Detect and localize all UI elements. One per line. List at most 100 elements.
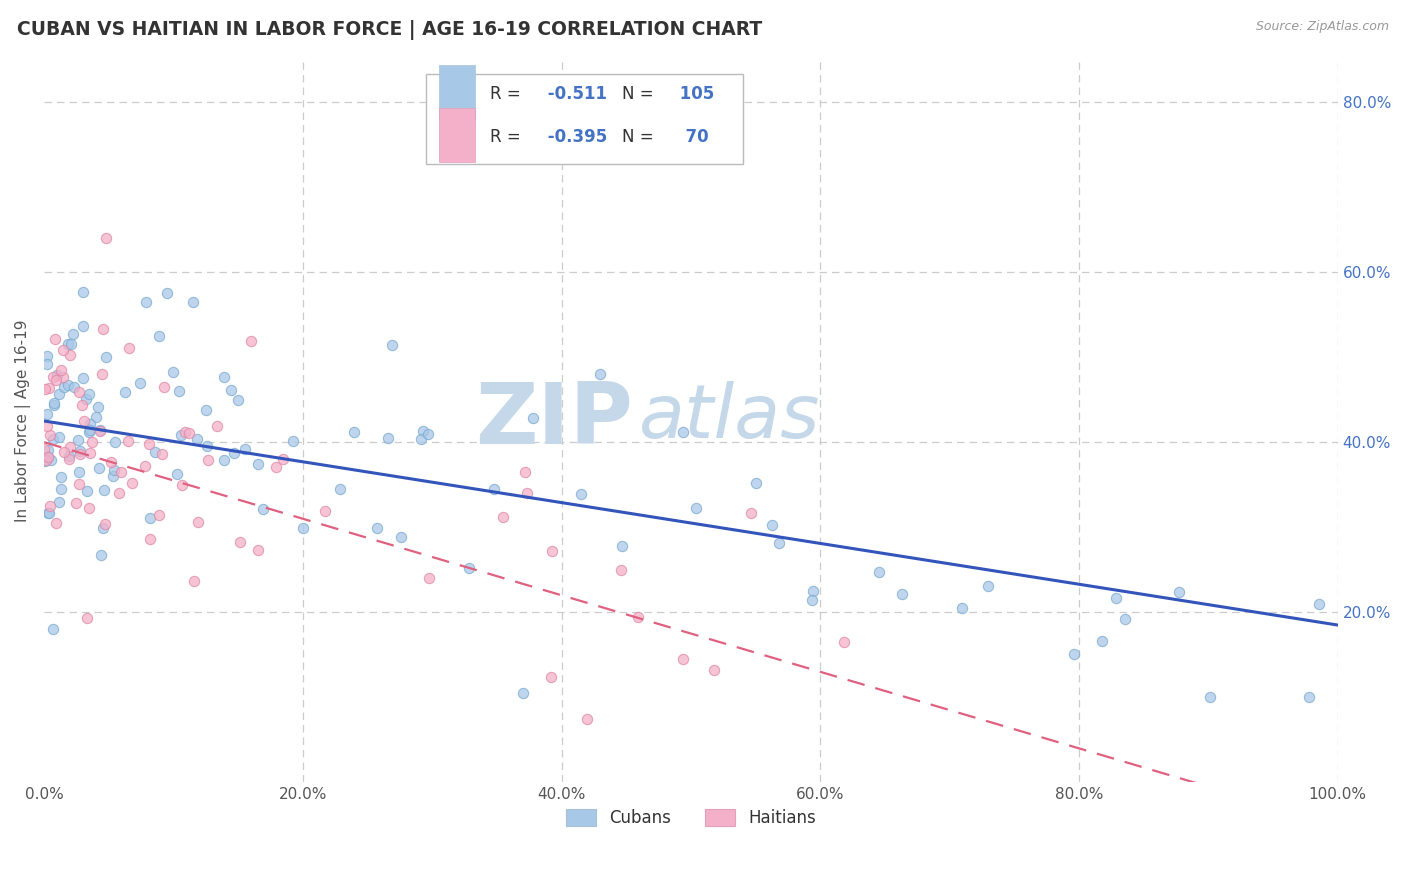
Point: [51, 482, 73, 496]
Text: 105: 105: [673, 86, 714, 103]
Point: [84, 409, 107, 424]
Point: [72, 399, 94, 413]
Point: [48, 495, 70, 509]
Text: N =: N =: [623, 86, 654, 103]
Point: [181, 294, 204, 309]
Point: [138, 436, 160, 450]
Point: [283, 434, 305, 449]
Point: [240, 334, 263, 348]
Point: [90, 548, 112, 562]
Point: [79, 423, 101, 437]
Point: [59, 348, 82, 362]
Point: [62, 326, 84, 341]
Point: [264, 459, 287, 474]
Point: [1063, 647, 1085, 661]
Point: [513, 465, 536, 479]
Text: ZIP: ZIP: [475, 379, 633, 462]
Point: [72, 371, 94, 385]
Point: [1167, 585, 1189, 599]
Point: [246, 543, 269, 558]
Point: [101, 469, 124, 483]
Text: R =: R =: [491, 128, 522, 145]
Point: [135, 294, 157, 309]
Point: [540, 670, 562, 684]
Point: [79, 386, 101, 401]
Point: [1298, 690, 1320, 705]
Point: [67, 465, 90, 479]
Point: [77, 500, 100, 515]
Point: [58, 452, 80, 467]
Point: [166, 467, 188, 482]
Point: [803, 583, 825, 598]
Point: [977, 579, 1000, 593]
Point: [110, 465, 132, 479]
Point: [183, 574, 205, 588]
Point: [38, 506, 60, 520]
Point: [114, 385, 136, 400]
Point: [79, 417, 101, 431]
Point: [94, 516, 117, 531]
Point: [89, 423, 111, 437]
Point: [35, 452, 58, 467]
Point: [516, 485, 538, 500]
Point: [45, 373, 67, 387]
Point: [121, 475, 143, 490]
Point: [226, 393, 249, 408]
Point: [1308, 597, 1330, 611]
Point: [418, 426, 440, 441]
Point: [703, 664, 725, 678]
Point: [48, 430, 70, 444]
FancyBboxPatch shape: [439, 65, 475, 120]
Point: [73, 413, 96, 427]
Point: [117, 341, 139, 355]
Point: [59, 336, 82, 351]
Point: [174, 425, 197, 440]
Point: [612, 539, 634, 553]
Point: [156, 286, 179, 301]
Point: [221, 383, 243, 397]
Point: [42, 432, 65, 446]
Point: [768, 536, 790, 550]
Point: [103, 435, 125, 450]
Point: [1114, 612, 1136, 626]
Point: [80, 434, 103, 449]
Point: [39, 499, 62, 513]
Point: [381, 338, 404, 352]
Point: [832, 634, 855, 648]
Point: [89, 425, 111, 439]
Point: [42, 369, 65, 384]
Point: [148, 328, 170, 343]
Point: [53, 380, 76, 394]
Point: [37, 442, 59, 457]
Point: [492, 510, 515, 524]
Point: [38, 381, 60, 395]
Point: [143, 445, 166, 459]
Point: [69, 444, 91, 458]
Point: [49, 363, 72, 377]
Point: [58, 449, 80, 463]
Point: [271, 452, 294, 467]
Point: [76, 483, 98, 498]
Point: [366, 521, 388, 535]
Point: [56, 377, 79, 392]
Point: [177, 425, 200, 440]
Point: [482, 482, 505, 496]
Text: R =: R =: [491, 86, 522, 103]
Point: [42, 622, 65, 636]
Point: [49, 469, 72, 483]
Point: [1199, 690, 1222, 705]
Point: [56, 337, 79, 351]
Point: [246, 458, 269, 472]
Point: [32, 442, 55, 456]
Point: [314, 504, 336, 518]
Point: [740, 507, 762, 521]
Point: [75, 392, 97, 407]
Point: [576, 712, 599, 726]
Point: [761, 517, 783, 532]
Point: [45, 516, 67, 530]
Point: [891, 587, 914, 601]
Point: [167, 384, 190, 399]
Point: [329, 483, 352, 497]
Point: [44, 396, 66, 410]
Point: [138, 532, 160, 546]
